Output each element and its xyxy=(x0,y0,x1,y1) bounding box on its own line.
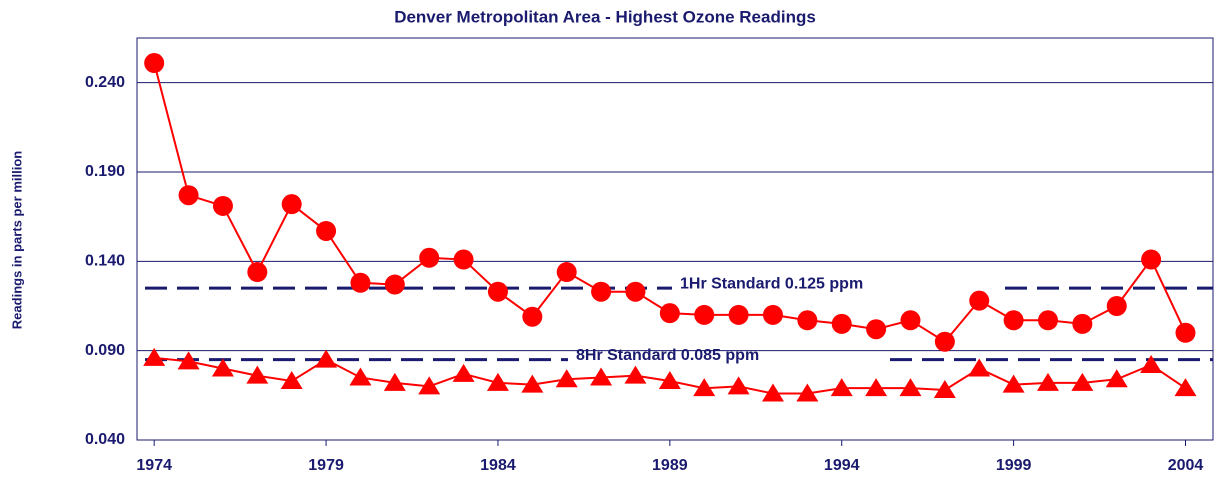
y-tick-label: 0.240 xyxy=(85,74,125,91)
point xyxy=(486,372,509,391)
point xyxy=(796,383,819,402)
point xyxy=(1036,372,1059,391)
point xyxy=(350,272,371,293)
point xyxy=(281,194,302,215)
point xyxy=(969,290,990,311)
point xyxy=(658,371,681,390)
chart-title: Denver Metropolitan Area - Highest Ozone… xyxy=(394,7,816,26)
reference-label: 1Hr Standard 0.125 ppm xyxy=(680,275,863,292)
point xyxy=(590,367,613,386)
x-tick-label: 1974 xyxy=(136,457,172,474)
x-tick-label: 2004 xyxy=(1168,457,1204,474)
point xyxy=(556,262,577,283)
point xyxy=(316,220,337,241)
point xyxy=(591,281,612,302)
point xyxy=(349,367,372,386)
point xyxy=(624,365,647,384)
point xyxy=(1140,354,1163,373)
point xyxy=(1105,369,1128,388)
x-tick-label: 1994 xyxy=(824,457,860,474)
point xyxy=(899,378,922,397)
point xyxy=(522,306,543,327)
point xyxy=(384,274,405,295)
y-tick-label: 0.040 xyxy=(85,431,125,448)
point xyxy=(1174,378,1197,397)
point xyxy=(866,319,887,340)
point xyxy=(693,378,716,397)
point xyxy=(418,376,441,395)
x-tick-label: 1979 xyxy=(308,457,344,474)
y-tick-label: 0.140 xyxy=(85,253,125,270)
point xyxy=(694,304,715,325)
x-tick-label: 1984 xyxy=(480,457,516,474)
point xyxy=(1002,374,1025,393)
point xyxy=(900,310,921,331)
point xyxy=(419,247,440,268)
point xyxy=(1141,249,1162,270)
point xyxy=(383,372,406,391)
point xyxy=(831,313,852,334)
point xyxy=(762,304,783,325)
point xyxy=(555,369,578,388)
point xyxy=(315,349,338,368)
point xyxy=(212,195,233,216)
point xyxy=(177,351,200,370)
y-tick-label: 0.190 xyxy=(85,163,125,180)
point xyxy=(178,185,199,206)
point xyxy=(144,53,165,74)
point xyxy=(280,371,303,390)
point xyxy=(1106,296,1127,316)
point xyxy=(934,331,955,352)
point xyxy=(1175,322,1196,343)
x-tick-label: 1989 xyxy=(652,457,688,474)
point xyxy=(625,281,646,302)
point xyxy=(246,365,269,384)
point xyxy=(487,281,508,302)
point xyxy=(933,379,956,398)
point xyxy=(211,358,234,377)
point xyxy=(830,378,853,397)
point xyxy=(1071,372,1094,391)
point xyxy=(728,304,749,325)
point xyxy=(452,363,475,382)
reference-label: 8Hr Standard 0.085 ppm xyxy=(576,347,759,364)
point xyxy=(453,249,474,270)
point xyxy=(727,376,750,395)
point xyxy=(1072,313,1093,334)
point xyxy=(521,374,544,393)
point xyxy=(659,303,680,324)
series-line xyxy=(153,62,1187,344)
plot-border xyxy=(136,37,1214,441)
point xyxy=(968,358,991,377)
x-tick-label: 1999 xyxy=(996,457,1032,474)
point xyxy=(247,262,268,283)
point xyxy=(1003,310,1024,331)
point xyxy=(143,347,166,366)
point xyxy=(797,310,818,331)
point xyxy=(761,383,784,402)
y-tick-label: 0.090 xyxy=(85,342,125,359)
point xyxy=(1037,310,1058,331)
point xyxy=(865,378,888,397)
y-axis-label: Readings in parts per million xyxy=(9,151,24,329)
